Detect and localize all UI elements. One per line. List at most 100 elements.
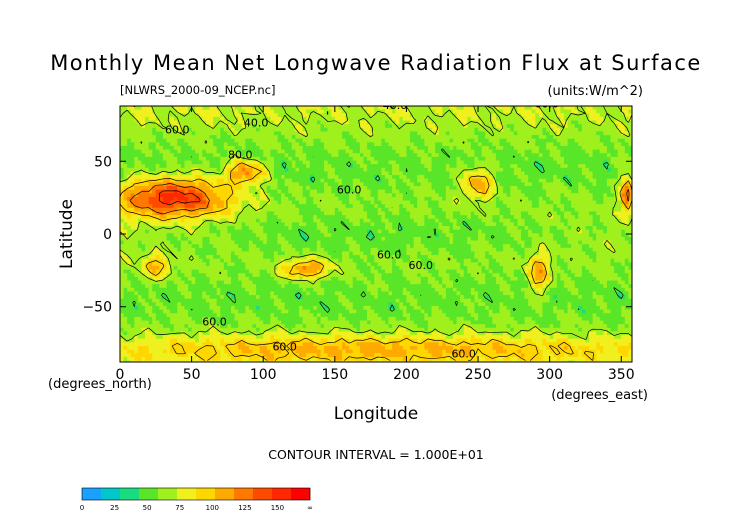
heatmap-cell bbox=[148, 164, 153, 169]
heatmap-cell bbox=[248, 196, 253, 201]
heatmap-cell bbox=[614, 135, 619, 140]
heatmap-cell bbox=[599, 138, 604, 143]
heatmap-cell bbox=[492, 178, 497, 183]
heatmap-cell bbox=[596, 182, 601, 187]
heatmap-cell bbox=[492, 226, 497, 231]
heatmap-cell bbox=[259, 211, 264, 216]
heatmap-cell bbox=[277, 189, 282, 194]
heatmap-cell bbox=[621, 193, 626, 198]
heatmap-cell bbox=[488, 229, 493, 234]
heatmap-cell bbox=[370, 146, 375, 151]
heatmap-cell bbox=[159, 142, 164, 147]
heatmap-cell bbox=[513, 186, 518, 191]
heatmap-cell bbox=[470, 171, 475, 176]
heatmap-cell bbox=[205, 175, 210, 180]
heatmap-cell bbox=[560, 164, 565, 169]
heatmap-cell bbox=[367, 222, 372, 227]
heatmap-cell bbox=[585, 171, 590, 176]
heatmap-cell bbox=[435, 146, 440, 151]
heatmap-cell bbox=[134, 131, 139, 136]
heatmap-cell bbox=[513, 189, 518, 194]
heatmap-cell bbox=[574, 178, 579, 183]
heatmap-cell bbox=[420, 124, 425, 129]
heatmap-cell bbox=[438, 160, 443, 165]
heatmap-cell bbox=[485, 229, 490, 234]
heatmap-cell bbox=[241, 189, 246, 194]
heatmap-cell bbox=[316, 120, 321, 125]
heatmap-cell bbox=[384, 182, 389, 187]
heatmap-cell bbox=[517, 189, 522, 194]
heatmap-cell bbox=[295, 200, 300, 205]
heatmap-cell bbox=[413, 229, 418, 234]
heatmap-cell bbox=[460, 127, 465, 132]
heatmap-cell bbox=[524, 200, 529, 205]
heatmap-cell bbox=[445, 207, 450, 212]
heatmap-cell bbox=[492, 182, 497, 187]
heatmap-cell bbox=[170, 153, 175, 158]
heatmap-cell bbox=[188, 135, 193, 140]
heatmap-cell bbox=[571, 127, 576, 132]
heatmap-cell bbox=[470, 211, 475, 216]
heatmap-cell bbox=[538, 186, 543, 191]
heatmap-cell bbox=[191, 127, 196, 132]
heatmap-cell bbox=[567, 127, 572, 132]
heatmap-cell bbox=[578, 109, 583, 114]
heatmap-cell bbox=[213, 175, 218, 180]
heatmap-cell bbox=[180, 226, 185, 231]
heatmap-cell bbox=[503, 156, 508, 161]
heatmap-cell bbox=[624, 131, 629, 136]
heatmap-cell bbox=[284, 138, 289, 143]
heatmap-cell bbox=[581, 211, 586, 216]
heatmap-cell bbox=[345, 106, 350, 111]
heatmap-cell bbox=[356, 160, 361, 165]
heatmap-cell bbox=[563, 106, 568, 111]
heatmap-cell bbox=[180, 116, 185, 121]
heatmap-cell bbox=[137, 124, 142, 129]
heatmap-cell bbox=[359, 182, 364, 187]
heatmap-cell bbox=[574, 124, 579, 129]
heatmap-cell bbox=[488, 164, 493, 169]
heatmap-cell bbox=[148, 109, 153, 114]
heatmap-cell bbox=[220, 156, 225, 161]
heatmap-cell bbox=[198, 204, 203, 209]
heatmap-cell bbox=[123, 164, 128, 169]
heatmap-cell bbox=[427, 131, 432, 136]
heatmap-cell bbox=[603, 200, 608, 205]
heatmap-cell bbox=[145, 167, 150, 172]
heatmap-cell bbox=[560, 138, 565, 143]
heatmap-cell bbox=[356, 127, 361, 132]
heatmap-cell bbox=[417, 109, 422, 114]
heatmap-cell bbox=[356, 164, 361, 169]
heatmap-cell bbox=[574, 186, 579, 191]
heatmap-cell bbox=[234, 146, 239, 151]
heatmap-cell bbox=[370, 116, 375, 121]
heatmap-cell bbox=[367, 226, 372, 231]
heatmap-cell bbox=[159, 167, 164, 172]
heatmap-cell bbox=[345, 127, 350, 132]
heatmap-cell bbox=[270, 204, 275, 209]
heatmap-cell bbox=[503, 175, 508, 180]
heatmap-cell bbox=[456, 160, 461, 165]
heatmap-cell bbox=[324, 156, 329, 161]
heatmap-cell bbox=[585, 200, 590, 205]
heatmap-cell bbox=[259, 149, 264, 154]
heatmap-cell bbox=[220, 106, 225, 111]
heatmap-cell bbox=[485, 211, 490, 216]
heatmap-cell bbox=[220, 127, 225, 132]
heatmap-cell bbox=[266, 215, 271, 220]
heatmap-cell bbox=[449, 186, 454, 191]
heatmap-cell bbox=[209, 138, 214, 143]
heatmap-cell bbox=[399, 149, 404, 154]
heatmap-cell bbox=[299, 200, 303, 205]
heatmap-cell bbox=[560, 175, 565, 180]
heatmap-cell bbox=[209, 135, 214, 140]
heatmap-cell bbox=[352, 113, 357, 118]
heatmap-cell bbox=[467, 131, 472, 136]
heatmap-cell bbox=[563, 138, 568, 143]
heatmap-cell bbox=[316, 189, 321, 194]
heatmap-cell bbox=[528, 222, 533, 227]
heatmap-cell bbox=[524, 229, 529, 234]
heatmap-cell bbox=[241, 167, 246, 172]
heatmap-cell bbox=[503, 222, 508, 227]
heatmap-cell bbox=[427, 156, 432, 161]
